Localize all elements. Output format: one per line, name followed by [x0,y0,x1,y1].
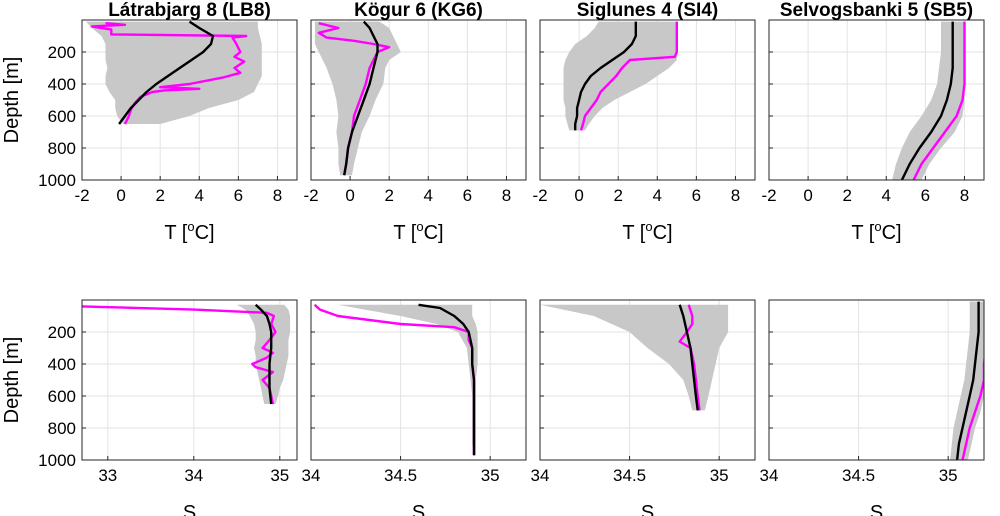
x-axis-label: S [641,502,654,516]
y-tick-label: 200 [48,323,76,342]
plot-area [769,300,984,460]
panel-7: 34 34.5 35 S [531,299,756,516]
panel-title: Látrabjarg 8 (LB8) [108,0,271,21]
observed-profile-line [961,353,984,460]
x-tick-label: 34.5 [842,466,875,485]
y-tick-label: 1000 [38,171,76,190]
mean-profile-line [900,21,954,180]
x-axis-label: T [oC] [164,219,214,244]
panel-5: 33 34 35 200 400 600 800 1000 S Depth [m] [1,299,298,516]
x-tick-label: 33 [98,466,117,485]
y-tick-label: 600 [48,107,76,126]
mean-profile-line [678,304,699,411]
x-tick-label: 34.5 [613,466,646,485]
x-tick-label: 0 [116,186,125,205]
x-tick-label: 34 [531,466,550,485]
x-tick-label: 6 [463,186,472,205]
x-tick-label: 35 [270,466,289,485]
x-axis-label: S [870,502,883,516]
axes-frame [310,19,527,181]
x-tick-label: -2 [303,186,318,205]
envelope-range [563,21,677,131]
mean-profile-line [254,303,273,405]
x-axis-label: T [oC] [851,219,901,244]
x-axis-label: S [412,502,425,516]
x-tick-label: 4 [424,186,433,205]
y-tick-label: 800 [48,139,76,158]
panel-8: 34 34.5 35 S [760,299,985,516]
x-tick-label: 4 [882,186,891,205]
x-tick-label: 6 [692,186,701,205]
envelope-range [236,304,291,404]
panel-3: -2 0 2 4 6 8 Siglunes 4 (SI4) T [oC] [532,0,756,244]
axes-frame [81,299,298,461]
panel-6: 34 34.5 35 S [302,299,527,516]
y-tick-label: 1000 [38,451,76,470]
x-tick-label: 4 [195,186,204,205]
axes-frame [539,299,756,461]
mean-profile-line [118,20,215,125]
x-tick-label: 0 [574,186,583,205]
axes-frame [310,299,527,461]
x-tick-label: 8 [273,186,282,205]
x-tick-label: 8 [502,186,511,205]
panel-1: -2 0 2 4 6 8 200 400 600 800 1000 Látrabjarg 8 (LB8… [1,0,298,244]
x-tick-label: 34 [302,466,321,485]
x-tick-label: -2 [761,186,776,205]
x-tick-label: 34 [184,466,203,485]
panel-title: Selvogsbanki 5 (SB5) [780,0,973,21]
panel-4: -2 0 2 4 6 8 Selvogsbanki 5 (SB5) T [oC] [761,0,985,244]
x-tick-label: -2 [74,186,89,205]
panel-2: -2 0 2 4 6 8 Kögur 6 (KG6) T [oC] [303,0,527,244]
x-tick-label: 8 [960,186,969,205]
mean-profile-line [418,303,476,456]
panel-title: Siglunes 4 (SI4) [577,0,718,21]
axes-frame [539,19,756,181]
y-tick-label: 800 [48,419,76,438]
x-tick-label: 35 [710,466,729,485]
x-tick-label: 2 [842,186,851,205]
x-tick-label: 2 [384,186,393,205]
observed-profile-line [579,21,678,131]
x-tick-label: 34 [760,466,779,485]
envelope-range [892,21,965,180]
y-tick-label: 400 [48,355,76,374]
x-tick-label: -2 [532,186,547,205]
y-axis-label: Depth [m] [1,57,23,144]
observed-profile-line [678,304,701,411]
mean-profile-line [343,20,379,176]
x-axis-label: S [183,502,196,516]
envelope-range [950,301,984,460]
x-tick-label: 8 [731,186,740,205]
observed-profile-line [82,305,277,405]
axes-frame [768,299,985,461]
x-tick-label: 4 [653,186,662,205]
x-tick-label: 6 [234,186,243,205]
x-tick-label: 35 [481,466,500,485]
y-tick-label: 600 [48,387,76,406]
x-tick-label: 0 [345,186,354,205]
x-tick-label: 2 [613,186,622,205]
observed-profile-line [912,21,966,180]
x-tick-label: 2 [155,186,164,205]
axes-frame [81,19,298,181]
mean-profile-line [955,301,980,460]
y-axis-label: Depth [m] [1,337,23,424]
envelope-range [540,304,729,411]
x-axis-label: T [oC] [393,219,443,244]
y-tick-label: 400 [48,75,76,94]
envelope-range [337,304,478,456]
x-tick-label: 34.5 [384,466,417,485]
x-axis-label: T [oC] [622,219,672,244]
mean-profile-line [574,21,637,131]
x-tick-label: 6 [921,186,930,205]
envelope-range [314,21,401,176]
x-tick-label: 0 [803,186,812,205]
panel-title: Kögur 6 (KG6) [354,0,483,21]
y-tick-label: 200 [48,43,76,62]
axes-frame [768,19,985,181]
x-tick-label: 35 [939,466,958,485]
